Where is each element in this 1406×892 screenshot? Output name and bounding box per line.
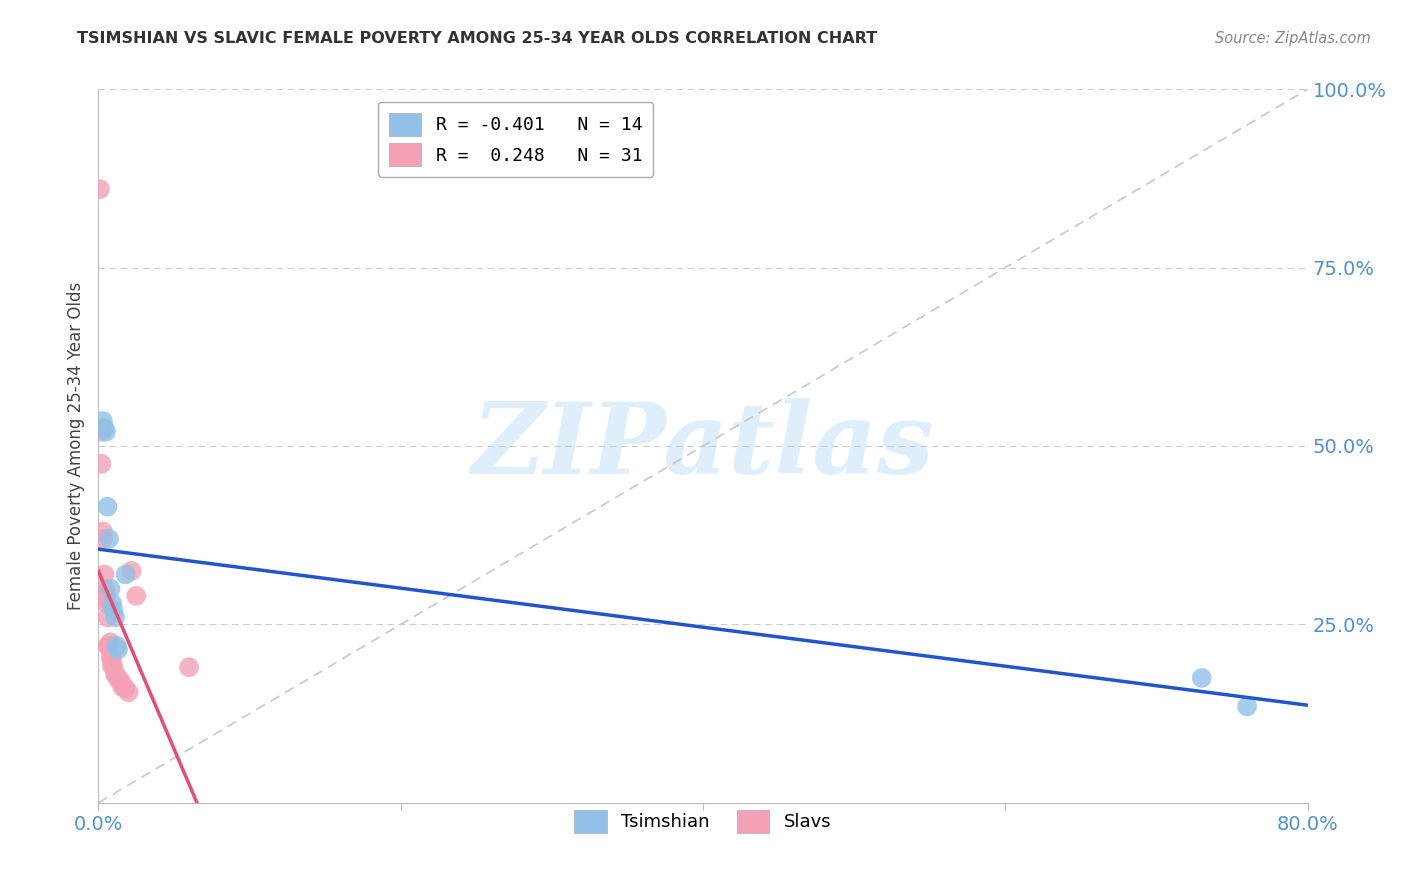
Point (98, 532, 121, 546)
Point (118, 685, 141, 699)
Point (105, 639, 128, 653)
Point (111, 680, 134, 694)
Point (94, 592, 117, 607)
Point (93, 567, 115, 582)
Point (114, 681, 136, 696)
Point (104, 610, 127, 624)
Point (103, 660, 125, 674)
Point (107, 671, 129, 685)
Point (96, 610, 118, 624)
Point (179, 660, 201, 674)
Point (89, 182, 111, 196)
Point (107, 642, 129, 657)
Point (1191, 671, 1213, 685)
Point (101, 658, 124, 673)
Point (91, 524, 114, 539)
Point (93, 582, 115, 596)
Point (112, 680, 135, 694)
Point (94, 425, 117, 439)
Point (100, 582, 122, 596)
Point (103, 603, 125, 617)
Point (101, 653, 124, 667)
Point (1236, 699, 1258, 714)
Point (100, 649, 122, 664)
Point (94, 596, 117, 610)
Point (110, 674, 132, 689)
Point (93, 421, 115, 435)
Point (96, 639, 118, 653)
Point (108, 674, 131, 689)
Point (91, 532, 114, 546)
Point (114, 567, 136, 582)
Point (104, 667, 127, 681)
Text: TSIMSHIAN VS SLAVIC FEMALE POVERTY AMONG 25-34 YEAR OLDS CORRELATION CHART: TSIMSHIAN VS SLAVIC FEMALE POVERTY AMONG… (77, 31, 877, 46)
Text: Source: ZipAtlas.com: Source: ZipAtlas.com (1215, 31, 1371, 46)
Text: ZIPatlas: ZIPatlas (472, 398, 934, 494)
Legend: Tsimshian, Slavs: Tsimshian, Slavs (564, 799, 842, 844)
Point (125, 589, 148, 603)
Point (90, 425, 112, 439)
Point (91, 414, 114, 428)
Point (98, 639, 121, 653)
Y-axis label: Female Poverty Among 25-34 Year Olds: Female Poverty Among 25-34 Year Olds (66, 282, 84, 610)
Point (105, 669, 128, 683)
Point (94, 585, 117, 599)
Point (100, 635, 122, 649)
Point (90, 457, 112, 471)
Point (98, 639, 121, 653)
Point (101, 596, 124, 610)
Point (121, 564, 143, 578)
Point (96, 500, 118, 514)
